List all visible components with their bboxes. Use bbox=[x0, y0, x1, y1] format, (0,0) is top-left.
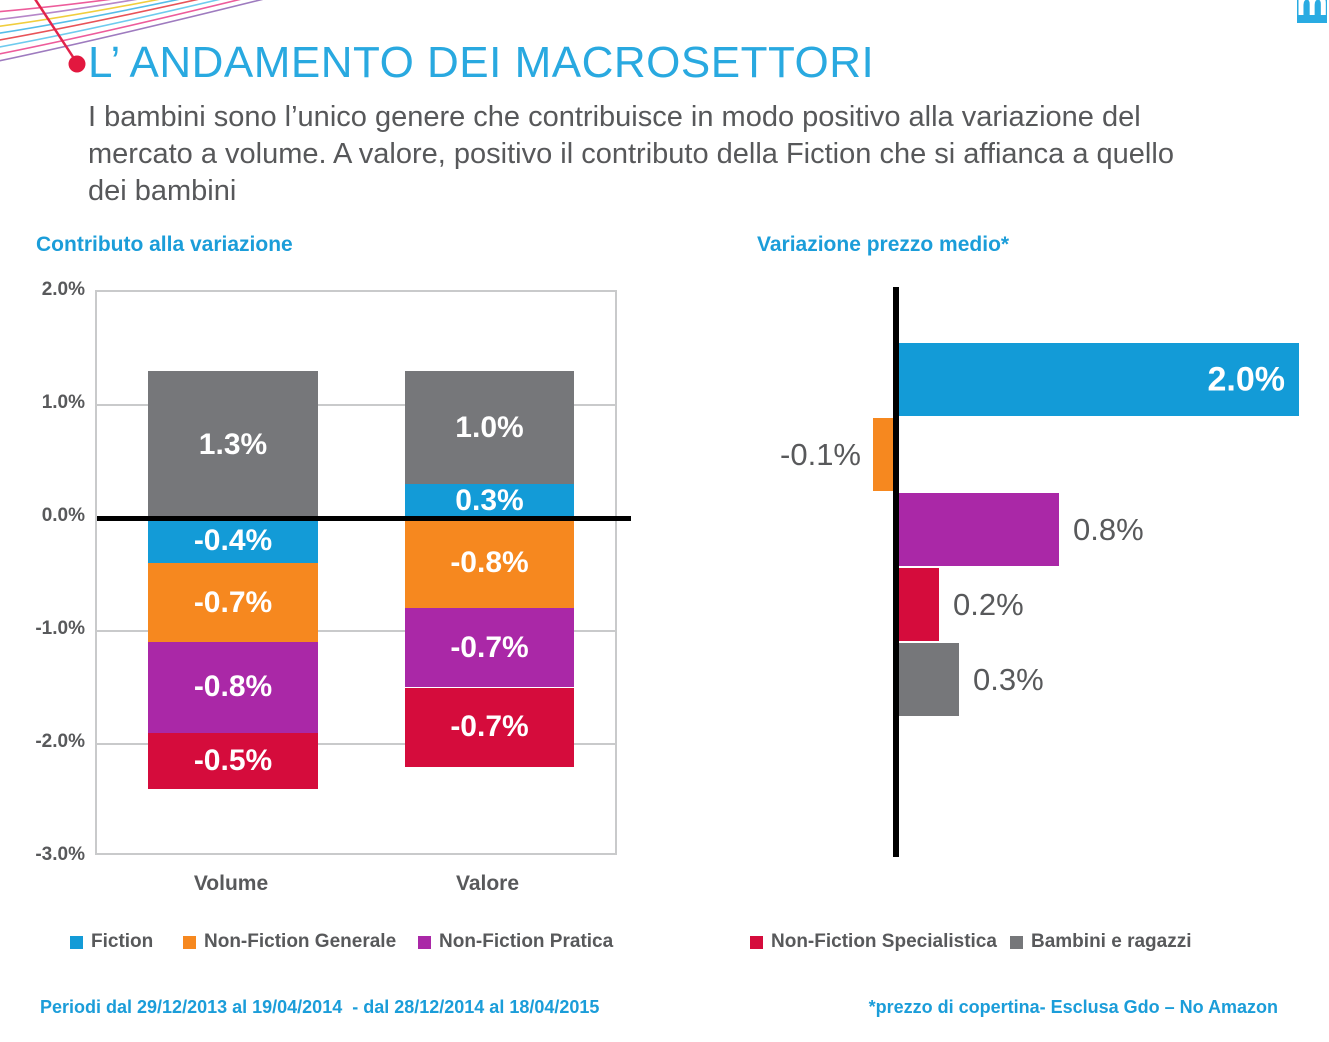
bar-segment-non-fiction-pratica: -0.8% bbox=[148, 642, 318, 733]
hbar-non-fiction-specialistica bbox=[899, 568, 939, 641]
y-tick-label: 0.0% bbox=[41, 505, 85, 526]
legend-label: Non-Fiction Generale bbox=[204, 931, 397, 952]
hbar-non-fiction-pratica bbox=[899, 493, 1059, 566]
hbar-value-label: 0.8% bbox=[1073, 511, 1144, 547]
zero-gridline bbox=[97, 516, 631, 521]
y-tick-label: -3.0% bbox=[35, 844, 85, 865]
left-chart-y-axis: 2.0% 1.0% 0.0% -1.0% -2.0% -3.0% bbox=[10, 279, 85, 865]
subtitle-line: mercato a volume. A valore, positivo il … bbox=[88, 138, 1174, 170]
right-chart-title: Variazione prezzo medio* bbox=[757, 233, 1010, 256]
y-tick-label: 1.0% bbox=[41, 392, 85, 413]
bar-segment-non-fiction-generale: -0.8% bbox=[405, 518, 574, 609]
bar-segment-fiction: -0.4% bbox=[148, 518, 318, 564]
red-bullet-dot bbox=[68, 55, 86, 73]
brand-logo-letter: m bbox=[1297, 0, 1327, 23]
bar-segment-fiction: 0.3% bbox=[405, 484, 574, 518]
gridline bbox=[97, 743, 615, 745]
legend-label: Non-Fiction Pratica bbox=[439, 931, 614, 952]
y-tick-label: -2.0% bbox=[35, 731, 85, 752]
bar-value-label: -0.7% bbox=[450, 630, 529, 664]
page-title: L’ ANDAMENTO DEI MACROSETTORI bbox=[88, 38, 875, 87]
bar-value-label: 1.0% bbox=[455, 410, 524, 444]
bar-value-label: -0.7% bbox=[450, 710, 529, 744]
bar-value-label: -0.5% bbox=[193, 743, 273, 777]
legend-item-non-fiction-pratica: Non-Fiction Pratica bbox=[418, 931, 613, 953]
bar-value-label: -0.8% bbox=[450, 546, 529, 580]
legend-swatch bbox=[418, 935, 431, 949]
bar-segment-non-fiction-specialistica: -0.7% bbox=[405, 687, 574, 767]
bar-segment-bambini-e-ragazzi: 1.3% bbox=[148, 371, 318, 518]
bar-value-label: 1.3% bbox=[198, 427, 268, 461]
hbar-value-label: 0.2% bbox=[953, 586, 1024, 622]
subtitle-line: I bambini sono l’unico genere che contri… bbox=[88, 101, 1141, 133]
legend-label: Bambini e ragazzi bbox=[1031, 931, 1192, 952]
hbar-value-label: 0.3% bbox=[973, 661, 1044, 697]
bar-value-label: -0.4% bbox=[193, 523, 273, 557]
hbar-bambini-e-ragazzi bbox=[899, 643, 959, 716]
left-chart-plot-area: 1.3% -0.4% -0.7% -0.8% -0.5% 1.0% 0.3% -0.8% -0.… bbox=[95, 290, 631, 855]
bar-segment-bambini-e-ragazzi: 1.0% bbox=[405, 371, 574, 485]
gridline bbox=[97, 630, 615, 632]
right-chart-plot-area: 2.0% -0.1% 0.8% 0.2% 0.3% bbox=[770, 285, 1329, 860]
legend-label: Fiction bbox=[91, 931, 154, 952]
subtitle-line: dei bambini bbox=[88, 175, 237, 207]
bar-segment-non-fiction-pratica: -0.7% bbox=[405, 608, 574, 688]
hbar-value-label: -0.1% bbox=[780, 436, 861, 472]
y-tick-label: -1.0% bbox=[35, 618, 85, 639]
category-label-volume: Volume bbox=[193, 872, 269, 895]
legend-swatch bbox=[750, 935, 763, 949]
bar-value-label: 0.3% bbox=[455, 484, 524, 518]
bar-segment-non-fiction-generale: -0.7% bbox=[148, 563, 318, 643]
legend-label: Non-Fiction Specialistica bbox=[771, 931, 997, 952]
hbar-fiction bbox=[899, 343, 1299, 416]
legend-item-non-fiction-generale: Non-Fiction Generale bbox=[183, 931, 396, 953]
gridline bbox=[97, 404, 615, 406]
page-subtitle: I bambini sono l’unico genere che contri… bbox=[88, 99, 1174, 210]
chart-legend: Fiction Non-Fiction Generale Non-Fiction P… bbox=[0, 931, 1329, 955]
legend-swatch bbox=[70, 935, 83, 949]
legend-swatch bbox=[183, 935, 196, 949]
zero-axis-line bbox=[893, 287, 899, 857]
category-label-valore: Valore bbox=[455, 872, 520, 895]
y-tick-label: 2.0% bbox=[41, 279, 85, 300]
bar-value-label: -0.8% bbox=[193, 670, 273, 704]
brand-logo: m bbox=[1297, 0, 1327, 23]
legend-item-non-fiction-specialistica: Non-Fiction Specialistica bbox=[750, 931, 997, 953]
left-chart-title: Contributo alla variazione bbox=[36, 233, 293, 256]
red-line bbox=[34, 0, 77, 61]
legend-swatch bbox=[1010, 935, 1023, 949]
legend-item-bambini-e-ragazzi: Bambini e ragazzi bbox=[1010, 931, 1192, 953]
hbar-non-fiction-generale bbox=[873, 418, 893, 491]
legend-item-fiction: Fiction bbox=[70, 931, 153, 953]
bar-segment-non-fiction-specialistica: -0.5% bbox=[148, 732, 318, 790]
footer-price-note: *prezzo di copertina- Esclusa Gdo – No A… bbox=[868, 997, 1278, 1017]
footer-periods: Periodi dal 29/12/2013 al 19/04/2014 - d… bbox=[40, 997, 600, 1017]
left-chart-category-axis: Volume Valore bbox=[95, 872, 617, 902]
bar-value-label: -0.7% bbox=[193, 585, 273, 619]
hbar-value-label: 2.0% bbox=[1207, 360, 1286, 398]
